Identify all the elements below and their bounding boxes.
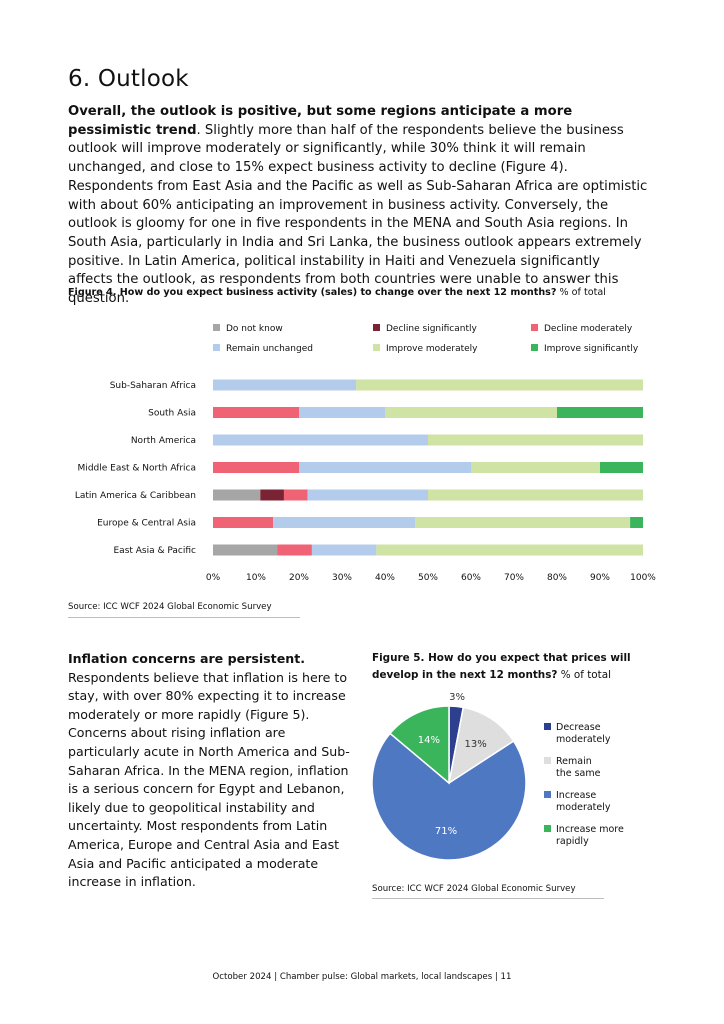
intro-paragraph: Overall, the outlook is positive, but so…	[68, 103, 648, 309]
x-tick-label: 90%	[590, 573, 610, 583]
x-tick-label: 80%	[547, 573, 567, 583]
category-label: North America	[131, 436, 196, 446]
pie-slice-label: 14%	[418, 735, 440, 746]
intro-lead: Overall, the outlook is positive, but so…	[68, 104, 573, 138]
pie-slice	[447, 706, 515, 785]
pie-legend-label: the same	[556, 768, 601, 779]
inflation-paragraph: Inflation concerns are persistent. Respo…	[68, 650, 358, 892]
legend-label: Remain unchanged	[226, 344, 313, 354]
figure4-stacked-bar-chart: Do not know Decline significantly Decline …	[75, 324, 656, 583]
legend-swatch	[213, 344, 220, 351]
pie-legend-label: moderately	[556, 802, 611, 813]
pie-slice-label: 13%	[464, 739, 486, 750]
page-title: 6. Outlook	[68, 66, 189, 92]
pie-legend-swatch	[544, 723, 551, 730]
pie-legend-label: Remain	[556, 756, 592, 767]
bar-segment	[273, 517, 416, 528]
bar-segment	[283, 489, 308, 501]
legend-label: Decline significantly	[386, 324, 477, 334]
pie-slice	[389, 705, 450, 785]
pie-legend-label: rapidly	[556, 836, 589, 847]
bar-segment	[299, 462, 471, 473]
pie-legend-label: Increase	[556, 790, 596, 801]
pie-slice-label: 3%	[449, 692, 465, 703]
bar-segment	[213, 379, 357, 391]
pie-legend-label: Increase more	[556, 824, 624, 835]
category-label: South Asia	[148, 409, 196, 419]
figure4-divider	[68, 617, 300, 618]
bar-segment	[471, 462, 600, 473]
bar-segment	[213, 544, 278, 556]
bar-segment	[428, 489, 643, 501]
figure4-source: Source: ICC WCF 2024 Global Economic Sur…	[68, 602, 272, 612]
x-tick-label: 50%	[418, 573, 438, 583]
figure5-title-unit: % of total	[557, 668, 611, 681]
bar-segment	[260, 489, 284, 501]
pie-legend-label: moderately	[556, 734, 611, 745]
figure5-title: Figure 5. How do you expect that prices …	[372, 650, 642, 683]
bar-segment	[557, 407, 643, 418]
legend-label: Do not know	[226, 324, 283, 334]
category-label: Sub-Saharan Africa	[110, 381, 196, 391]
bar-segment	[213, 407, 299, 418]
legend-label: Improve moderately	[386, 344, 478, 354]
bar-segment	[213, 517, 274, 528]
bar-segment	[385, 407, 557, 418]
inflation-body: Respondents believe that inflation is he…	[68, 669, 350, 890]
legend-swatch	[531, 324, 538, 331]
bar-segment	[376, 544, 643, 556]
category-label: Europe & Central Asia	[97, 519, 196, 529]
bar-segment	[277, 544, 312, 556]
x-tick-label: 10%	[246, 573, 266, 583]
x-tick-label: 70%	[504, 573, 524, 583]
pie-slice	[371, 732, 527, 861]
bar-segment	[600, 462, 643, 473]
category-label: East Asia & Pacific	[114, 546, 197, 556]
pie-legend-swatch	[544, 791, 551, 798]
pie-legend-swatch	[544, 825, 551, 832]
bar-segment	[356, 379, 643, 391]
x-tick-label: 30%	[332, 573, 352, 583]
pie-legend-label: Decrease	[556, 722, 601, 733]
category-label: Middle East & North Africa	[78, 464, 196, 474]
x-tick-label: 20%	[289, 573, 309, 583]
figure4-title-bold: Figure 4. How do you expect business act…	[68, 287, 557, 298]
legend-label: Decline moderately	[544, 324, 633, 334]
x-tick-label: 100%	[630, 573, 656, 583]
figure5-title-bold: Figure 5. How do you expect that prices …	[372, 652, 631, 681]
bar-segment	[299, 407, 385, 418]
x-tick-label: 0%	[206, 573, 221, 583]
legend-label: Improve significantly	[544, 344, 639, 354]
page-footer: October 2024 | Chamber pulse: Global mar…	[212, 972, 512, 982]
figure4-title: Figure 4. How do you expect business act…	[68, 285, 668, 300]
intro-body: . Slightly more than half of the respond…	[68, 122, 648, 307]
bar-segment	[630, 517, 643, 528]
bar-segment	[428, 434, 643, 446]
bar-segment	[213, 462, 299, 473]
figure5-divider	[372, 898, 604, 899]
inflation-lead: Inflation concerns are persistent.	[68, 651, 306, 666]
bar-segment	[415, 517, 631, 528]
x-tick-label: 60%	[461, 573, 481, 583]
x-tick-label: 40%	[375, 573, 395, 583]
bar-segment	[307, 489, 428, 501]
bar-segment	[311, 544, 377, 556]
legend-swatch	[213, 324, 220, 331]
bar-segment	[213, 434, 428, 446]
figure5-source: Source: ICC WCF 2024 Global Economic Sur…	[372, 884, 576, 894]
pie-slice-label: 71%	[435, 826, 457, 837]
pie-legend-swatch	[544, 757, 551, 764]
category-label: Latin America & Caribbean	[75, 491, 196, 501]
legend-swatch	[531, 344, 538, 351]
legend-swatch	[373, 344, 380, 351]
figure4-title-unit: % of total	[556, 287, 606, 298]
bar-segment	[213, 489, 261, 501]
legend-swatch	[373, 324, 380, 331]
